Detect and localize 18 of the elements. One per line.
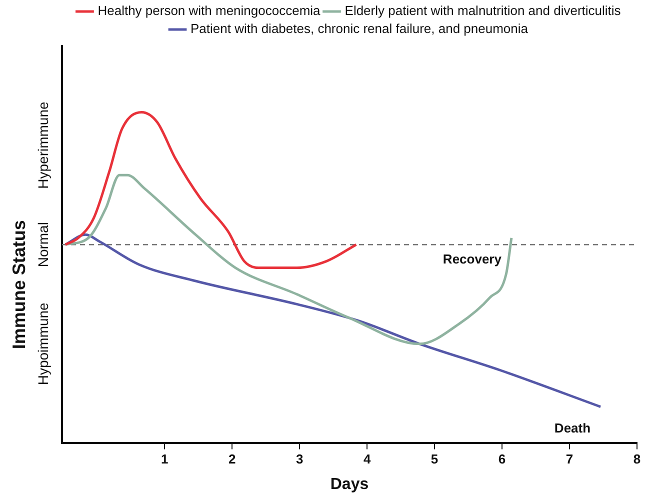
y-axis-title: Immune Status <box>8 220 29 350</box>
legend-label: Patient with diabetes, chronic renal failure, and pneumonia <box>190 21 529 36</box>
x-tick-label: 2 <box>228 452 236 467</box>
x-tick-label: 4 <box>363 452 372 467</box>
ref-line-label: Normal <box>34 222 51 268</box>
x-tick-label: 6 <box>498 452 506 467</box>
text: Hyperimmune <box>34 102 51 189</box>
x-tick-label: 3 <box>296 452 304 467</box>
annotation: Recovery <box>442 252 502 267</box>
text: Hypoimmune <box>34 302 51 386</box>
x-tick-label: 8 <box>633 452 641 467</box>
annotation: Death <box>554 420 591 436</box>
x-axis-title: Days <box>330 476 369 493</box>
legend-label: Healthy person with meningococcemia <box>98 3 322 18</box>
legend-label: Elderly patient with malnutrition and diverticulitis <box>344 3 622 18</box>
x-tick-label: 7 <box>566 452 574 467</box>
x-tick-label: 5 <box>430 452 438 467</box>
x-tick-label: 1 <box>160 452 168 467</box>
